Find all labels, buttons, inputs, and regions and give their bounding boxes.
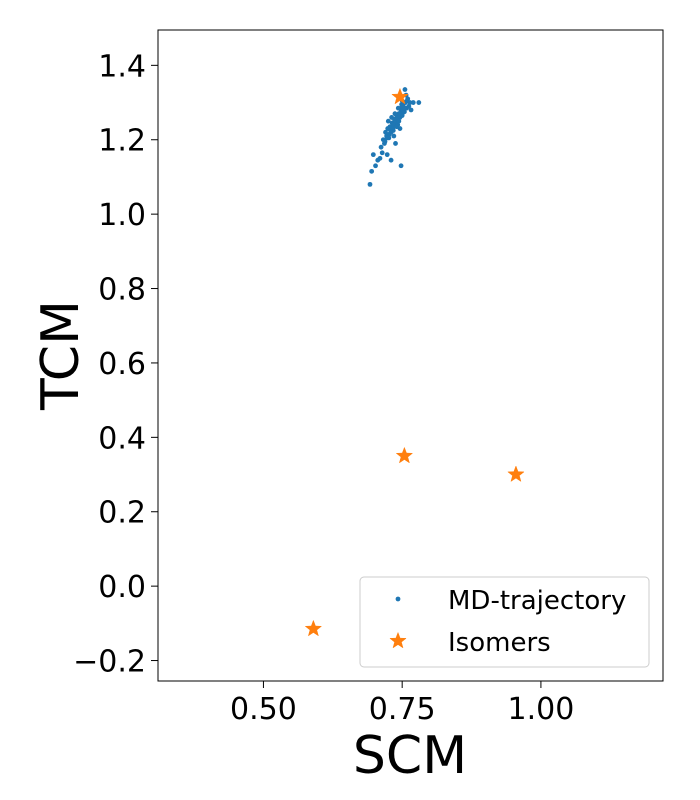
md-trajectory-point [399, 103, 405, 109]
legend-marker-isomers [389, 631, 407, 649]
x-axis-label: SCM [353, 726, 467, 786]
md-trajectory-point [394, 124, 400, 130]
legend: MD-trajectory Isomers [359, 576, 650, 668]
y-tick-label: 1.2 [98, 124, 146, 159]
md-trajectory-point [373, 163, 378, 169]
md-trajectory-point [398, 163, 404, 169]
md-trajectory-point [389, 115, 395, 120]
md-trajectory-point [388, 157, 394, 163]
isomer-star-point [391, 87, 409, 105]
x-tick-label: 0.75 [369, 692, 436, 727]
isomer-star-point [304, 619, 323, 637]
legend-dot [395, 596, 401, 602]
md-trajectory-point [385, 118, 391, 124]
legend-label-isomers: Isomers [448, 628, 551, 658]
y-tick-label: −0.2 [73, 645, 146, 680]
md-trajectory-point [410, 100, 416, 105]
md-trajectory-point [384, 135, 390, 141]
md-trajectory-point [416, 100, 422, 105]
y-tick-label: 1.0 [98, 198, 146, 233]
md-trajectory-point [406, 103, 412, 109]
y-tick-label: 0.8 [98, 273, 146, 308]
points-layer [304, 87, 525, 637]
md-trajectory-point [391, 133, 397, 139]
x-tick-label: 1.00 [508, 692, 575, 727]
legend-marker-md-trajectory [395, 596, 401, 602]
y-tick-label: 0.0 [98, 570, 146, 605]
md-trajectory-point [388, 128, 393, 133]
isomer-star-point [395, 446, 414, 464]
md-trajectory-point [369, 168, 375, 174]
md-trajectory-point [367, 181, 373, 187]
md-trajectory-point [397, 111, 402, 117]
y-tick-label: 0.4 [98, 421, 146, 456]
md-trajectory-point [392, 111, 398, 117]
y-tick-label: 1.4 [98, 49, 146, 84]
md-trajectory-point [383, 129, 388, 135]
y-tick-label: 0.2 [98, 496, 146, 531]
plot-frame [157, 29, 664, 682]
md-trajectory-point [387, 131, 392, 137]
md-trajectory-point [384, 152, 390, 158]
legend-star [389, 631, 407, 649]
x-axis-ticks: 0.50 0.75 1.00 [230, 681, 574, 727]
y-axis-label: TCM [31, 300, 91, 411]
legend-box [359, 576, 650, 668]
md-trajectory-point [393, 141, 398, 146]
y-axis-ticks: −0.2 0.0 0.2 0.4 0.6 0.8 1.0 1.2 1.4 [73, 49, 158, 680]
isomer-star-point [507, 465, 525, 482]
md-trajectory-point [382, 139, 388, 145]
y-tick-label: 0.6 [98, 347, 146, 382]
md-trajectory-point [377, 155, 383, 161]
md-trajectory-point [396, 118, 402, 124]
legend-label-md-trajectory: MD-trajectory [448, 586, 626, 616]
md-trajectory-point [408, 107, 414, 113]
x-tick-label: 0.50 [230, 692, 297, 727]
md-trajectory-point [379, 150, 385, 156]
md-trajectory-point [402, 87, 408, 92]
md-trajectory-point [395, 105, 401, 111]
md-trajectory-point [370, 152, 376, 158]
md-trajectory-point [378, 144, 384, 150]
